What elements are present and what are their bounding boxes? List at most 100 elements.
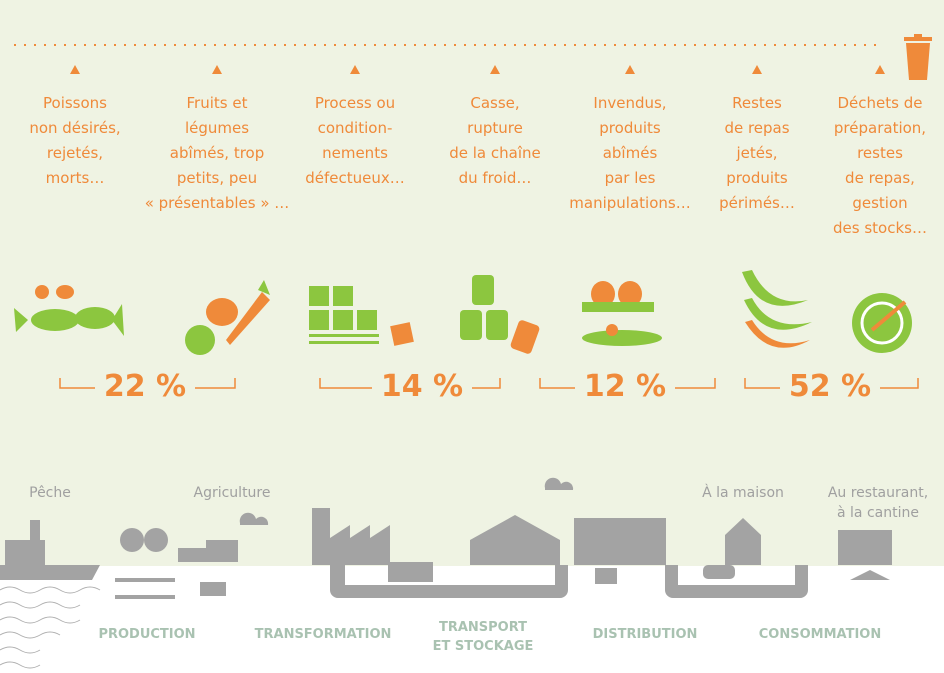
warehouse [470,515,560,565]
cause-text: de repas, [845,169,915,187]
place-label: à la cantine [837,505,919,521]
marker-triangle [752,65,762,74]
box [333,286,353,306]
box [333,310,353,330]
cause-text: préparation, [834,119,926,137]
fish [31,309,79,331]
marker-triangle [875,65,885,74]
cause-text: morts… [46,169,105,187]
field [115,578,175,582]
place-label: À la maison [702,484,784,501]
body: {"causes": [ {"lines": ["Poissons", "non… [0,0,944,673]
stage-label: TRANSPORT [439,620,527,635]
fruit-icon [185,280,270,355]
cause-text: abîmés [603,144,658,162]
fish-icon [14,285,124,336]
cause-text: défectueux… [305,169,405,187]
factory [312,508,390,565]
marker-triangle [212,65,222,74]
stage-label: PRODUCTION [98,627,195,642]
box [309,310,329,330]
fish [75,307,115,329]
marker-triangle [70,65,80,74]
share-label: 14 % [381,369,463,404]
supermarket [574,518,666,565]
cause-text: Déchets de [838,94,923,112]
carrot-top [258,280,270,295]
apple [185,325,215,355]
stage-label: ET STOCKAGE [433,639,534,654]
car [703,565,735,579]
can [460,310,482,340]
fish-tail [14,308,28,332]
cause-text: jetés, [735,144,777,162]
yolk [606,324,618,336]
cause-text: condition- [318,119,393,137]
cause-text: Process ou [315,94,395,112]
cause-text: rupture [467,119,523,137]
truck [388,562,433,582]
cause-text: de repas [724,119,789,137]
tree [120,528,144,552]
can [486,310,508,340]
cause-text: non désirés, [29,119,120,137]
small-fish [56,285,74,299]
infographic: Poissonsnon désirés,rejetés,morts…Fruits… [0,0,944,673]
cause-text: du froid… [459,169,532,187]
stage-label: CONSOMMATION [759,627,881,642]
trash-icon [904,34,932,80]
box [309,286,329,306]
tomato [206,298,238,326]
share-label: 12 % [584,369,666,404]
cause-text: Restes [732,94,782,112]
small-fish [35,285,49,299]
trailer [178,548,206,562]
place-label: Agriculture [194,485,271,501]
boat-cabin [5,540,45,565]
egg-tray [582,302,654,312]
fallen-box [390,322,414,346]
stage-label: DISTRIBUTION [593,627,698,642]
place-label: Au restaurant, [828,485,928,501]
boat-hull [0,565,100,580]
cause-text: produits [599,119,661,137]
cause-text: nements [322,144,388,162]
boxes-icon [309,286,414,346]
cause-text: de la chaîne [449,144,541,162]
stage-label: TRANSFORMATION [255,627,392,642]
cause-text: des stocks… [833,219,927,237]
cow [200,582,226,596]
cause-text: légumes [185,119,249,137]
cloud [240,513,268,525]
fish-tail [112,304,124,336]
cause-text: Casse, [470,94,519,112]
broken-can [510,319,541,355]
marker-triangle [350,65,360,74]
share-label: 22 % [104,369,186,404]
cloud [545,478,573,490]
field [115,595,175,599]
cause-text: Fruits et [187,94,248,112]
share-label: 52 % [789,369,871,404]
box [357,310,377,330]
cause-text: Poissons [43,94,107,112]
cause-text: « présentables » … [145,194,290,212]
cause-text: abîmés, trop [170,144,265,162]
place-label: Pêche [29,485,71,501]
restaurant [838,530,892,565]
page: Gaspillage alimentaire html, body { marg… [0,0,944,673]
trash-handle [914,34,922,38]
tractor [206,540,238,562]
cause-text: périmés… [719,194,795,212]
tree [144,528,168,552]
marker-triangle [625,65,635,74]
egg-spill [582,330,662,346]
shelf [309,341,379,344]
shelf [309,334,379,337]
cans-icon [460,275,540,355]
plate-icon [852,293,912,353]
cause-text: petits, peu [177,169,257,187]
eggs-icon [582,281,662,346]
house [725,518,761,565]
cause-text: produits [726,169,788,187]
